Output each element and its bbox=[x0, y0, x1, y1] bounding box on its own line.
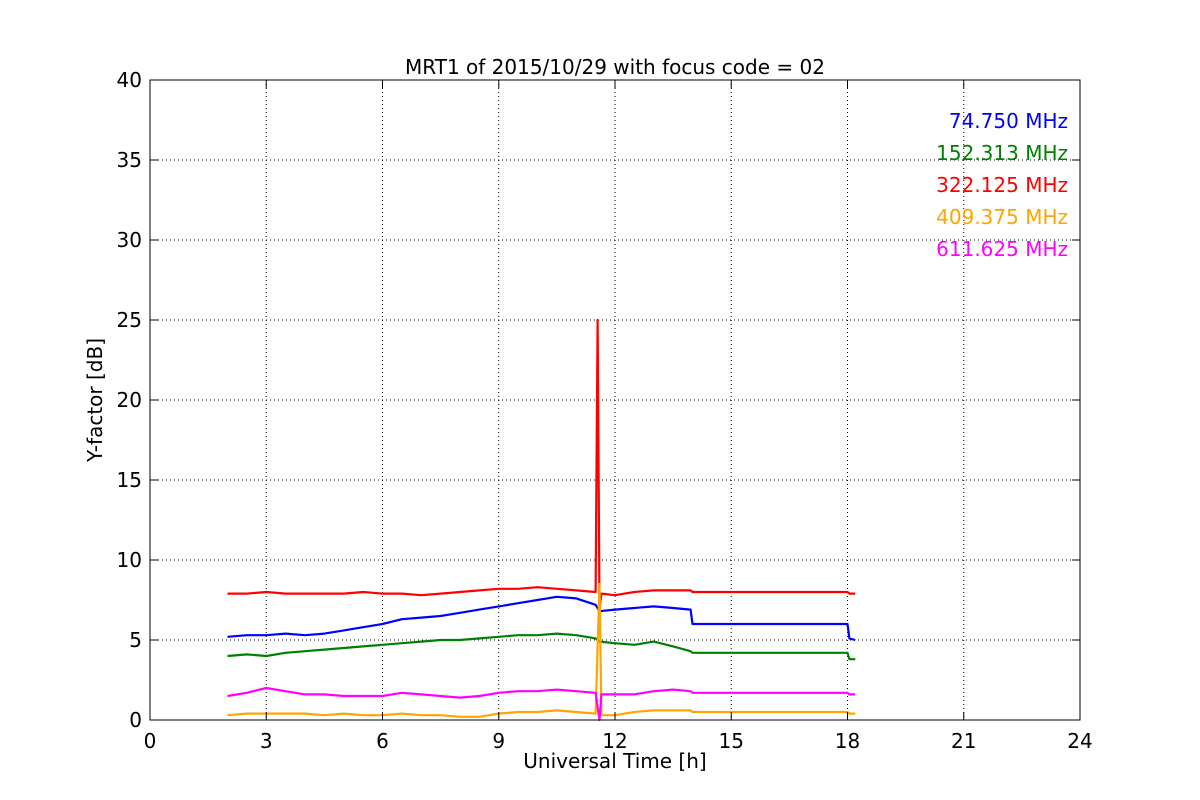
ticks: 0 3 6 9 12 15 18 21 24 0 5 10 15 20 25 30 35 40 bbox=[117, 68, 1093, 753]
chart-title: MRT1 of 2015/10/29 with focus code = 02 bbox=[405, 55, 825, 79]
y-tick-label: 20 bbox=[117, 388, 142, 412]
y-axis-label: Y-factor [dB] bbox=[83, 338, 107, 463]
series-line-1 bbox=[227, 595, 856, 642]
x-tick-label: 24 bbox=[1067, 729, 1092, 753]
series-line-3 bbox=[227, 318, 856, 610]
y-tick-label: 35 bbox=[117, 148, 142, 172]
y-tick-label: 15 bbox=[117, 468, 142, 492]
y-tick-label: 0 bbox=[129, 708, 142, 732]
x-tick-label: 12 bbox=[602, 729, 627, 753]
y-tick-label: 10 bbox=[117, 548, 142, 572]
grid bbox=[150, 80, 1080, 720]
legend-entry-1: 74.750 MHz bbox=[949, 109, 1068, 133]
y-tick-label: 30 bbox=[117, 228, 142, 252]
legend-entry-3: 322.125 MHz bbox=[936, 173, 1068, 197]
x-tick-label: 18 bbox=[835, 729, 860, 753]
series-line-5 bbox=[227, 686, 856, 722]
x-tick-label: 15 bbox=[719, 729, 744, 753]
x-tick-label: 0 bbox=[144, 729, 157, 753]
x-tick-label: 9 bbox=[492, 729, 505, 753]
series-line-2 bbox=[227, 632, 856, 661]
x-tick-label: 3 bbox=[260, 729, 273, 753]
x-tick-label: 6 bbox=[376, 729, 389, 753]
y-tick-label: 5 bbox=[129, 628, 142, 652]
legend-entry-4: 409.375 MHz bbox=[936, 205, 1068, 229]
series-line-4 bbox=[227, 582, 856, 718]
x-axis-label: Universal Time [h] bbox=[523, 749, 706, 773]
legend: 74.750 MHz 152.313 MHz 322.125 MHz 409.375 … bbox=[936, 109, 1068, 261]
legend-entry-5: 611.625 MHz bbox=[936, 237, 1068, 261]
series-group bbox=[227, 318, 856, 722]
legend-entry-2: 152.313 MHz bbox=[936, 141, 1068, 165]
y-tick-label: 25 bbox=[117, 308, 142, 332]
y-tick-label: 40 bbox=[117, 68, 142, 92]
x-tick-label: 21 bbox=[951, 729, 976, 753]
